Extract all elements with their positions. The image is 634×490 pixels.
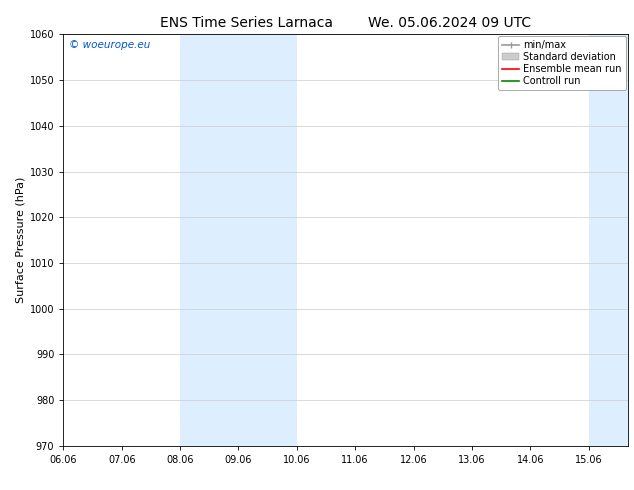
Bar xyxy=(588,34,628,446)
Text: © woeurope.eu: © woeurope.eu xyxy=(69,41,150,50)
Title: ENS Time Series Larnaca        We. 05.06.2024 09 UTC: ENS Time Series Larnaca We. 05.06.2024 0… xyxy=(160,16,531,30)
Bar xyxy=(180,34,297,446)
Y-axis label: Surface Pressure (hPa): Surface Pressure (hPa) xyxy=(16,177,25,303)
Legend: min/max, Standard deviation, Ensemble mean run, Controll run: min/max, Standard deviation, Ensemble me… xyxy=(498,36,626,90)
